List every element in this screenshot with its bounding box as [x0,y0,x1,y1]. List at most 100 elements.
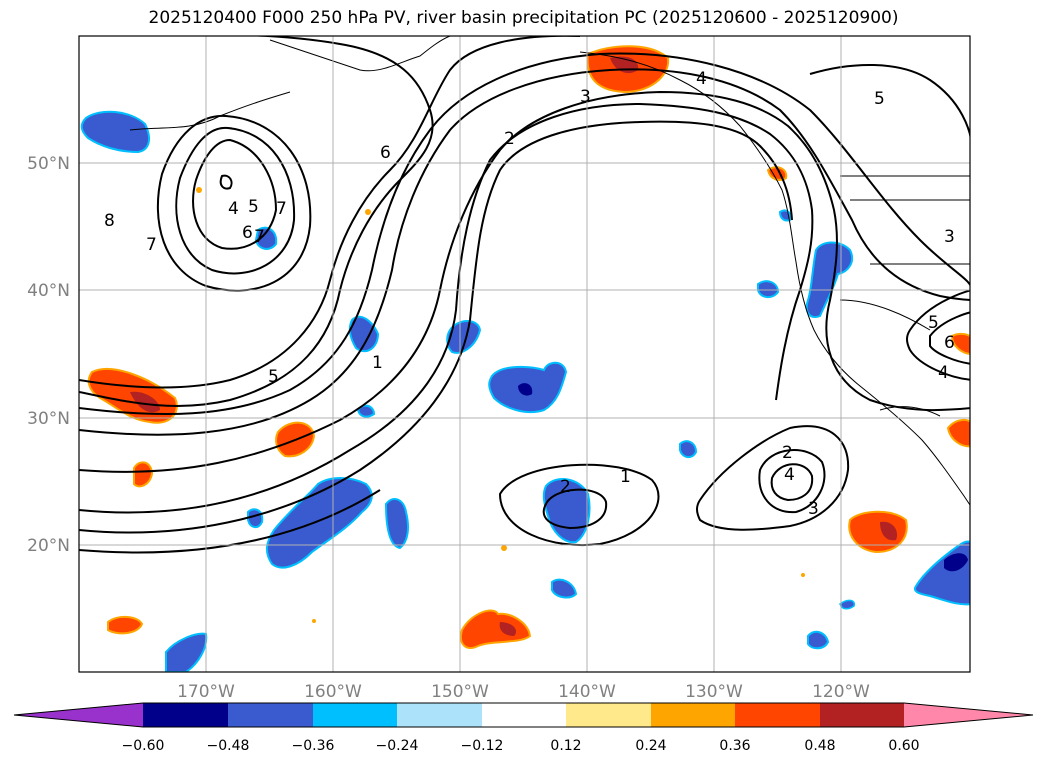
lat-label: 20°N [27,536,70,556]
contour-label: 3 [944,227,955,247]
contour-label: 2 [782,443,793,463]
contour-label: 5 [928,313,939,333]
colorbar-tick-label: 0.12 [550,738,581,754]
precip-blob-neg-4 [446,320,482,354]
contour-label: 7 [276,199,287,219]
colorbar-tick-label: −0.48 [207,738,250,754]
precip-blob-neg-3 [348,315,380,353]
contour-label: 4 [228,199,239,219]
colorbar-segment [566,703,651,727]
precip-blob-neg-16 [807,630,830,650]
lon-axis-labels: 170°W 160°W 150°W 140°W 130°W 120°W [177,682,870,702]
pv-contour-blob [809,64,970,140]
pv-contours [79,36,970,554]
pv-contour-blob [906,289,970,381]
colorbar-extend-right [904,703,1033,727]
colorbar-segment [820,703,904,727]
contour-label: 1 [620,467,631,487]
map-background [79,36,970,672]
pv-contour [79,120,793,534]
precip-blob-neg-2 [254,226,278,250]
colorbar-segment [397,703,482,727]
lat-label: 50°N [27,154,70,174]
lon-label: 140°W [558,682,616,702]
pv-contour-blob [770,463,814,502]
coastlines [129,36,970,506]
lat-label: 40°N [27,281,70,301]
pv-contour-blob [929,311,970,365]
pv-contour-low [219,174,233,190]
pv-contour-blob [542,488,608,530]
contour-label: 6 [242,223,253,243]
pv-contour [79,489,381,554]
contour-label: 6 [944,333,955,353]
pv-contour-low [156,114,312,292]
contour-label: 4 [784,465,795,485]
contour-label: 1 [372,353,383,373]
colorbar-extend-left [14,703,143,727]
pv-contour-low [175,126,296,275]
contour-label: 5 [248,197,259,217]
pv-contour-blob [758,449,826,514]
colorbar-tick-label: −0.60 [122,738,165,754]
contour-label: 8 [104,211,115,231]
pv-contour [79,52,970,416]
lon-label: 120°W [812,682,870,702]
contour-label: 2 [560,477,571,497]
pv-contour [79,90,970,473]
contour-label: 4 [696,69,707,89]
colorbar-segment [482,703,566,727]
pv-contour-blob [696,425,850,531]
precip-blob-pos-4 [848,510,908,554]
colorbar-segment [735,703,820,727]
lat-axis-labels: 50°N 40°N 30°N 20°N [27,154,70,556]
precip-blob-neg-15 [551,578,578,599]
colorbar-tick-label: 0.36 [719,738,750,754]
colorbar-segment [651,703,735,727]
contour-label: 6 [380,143,391,163]
contour-label: 3 [808,499,819,519]
lon-label: 150°W [431,682,489,702]
contour-label: 4 [938,363,949,383]
precip-blob-neg-8 [384,497,409,550]
colorbar-tick-labels: −0.60 −0.48 −0.36 −0.24 −0.12 0.12 0.24 … [122,738,920,754]
precip-blob-neg-9 [247,508,264,528]
contour-label: 2 [504,129,515,149]
pv-contour-blob [498,463,660,546]
lat-label: 30°N [27,409,70,429]
pv-contour [79,102,814,514]
pv-contour [79,36,580,389]
precip-blob-pos-6 [107,616,144,635]
map-frame [78,35,971,673]
lon-label: 130°W [685,682,743,702]
colorbar-segment [143,703,228,727]
colorbar-tick-label: −0.12 [461,738,504,754]
colorbar-tick-label: 0.24 [635,738,666,754]
contour-label: 7 [146,235,157,255]
precip-blob-neg-12 [679,440,698,458]
colorbar-tick-label: −0.36 [292,738,335,754]
precip-positive-shading [87,45,970,649]
lon-label: 160°W [304,682,362,702]
precip-blob-pos-7 [946,418,970,448]
contour-label: 3 [580,87,591,107]
colorbar-tick-label: 0.48 [804,738,835,754]
lon-label: 170°W [177,682,235,702]
colorbar-segment [313,703,397,727]
contour-label: 7 [254,227,265,247]
contour-labels: 7 8 7 4 5 6 7 6 5 1 3 2 4 5 3 5 6 4 2 1 … [104,69,955,519]
pv-contour-low [192,138,278,250]
colorbar-tick-label: 0.60 [888,738,919,754]
contour-label: 5 [268,367,279,387]
colorbar-tick-label: −0.24 [376,738,419,754]
precip-blob-pos-3 [133,461,154,488]
contour-label: 5 [874,89,885,109]
colorbar: −0.60 −0.48 −0.36 −0.24 −0.12 0.12 0.24 … [13,702,1034,754]
colorbar-segment [228,703,313,727]
pv-contour [79,68,970,436]
precip-blob-neg-11 [757,280,780,298]
precip-blob-neg-1 [80,110,151,154]
map-title: 2025120400 F000 250 hPa PV, river basin … [148,8,899,28]
precip-blob-pos-5 [460,609,532,649]
